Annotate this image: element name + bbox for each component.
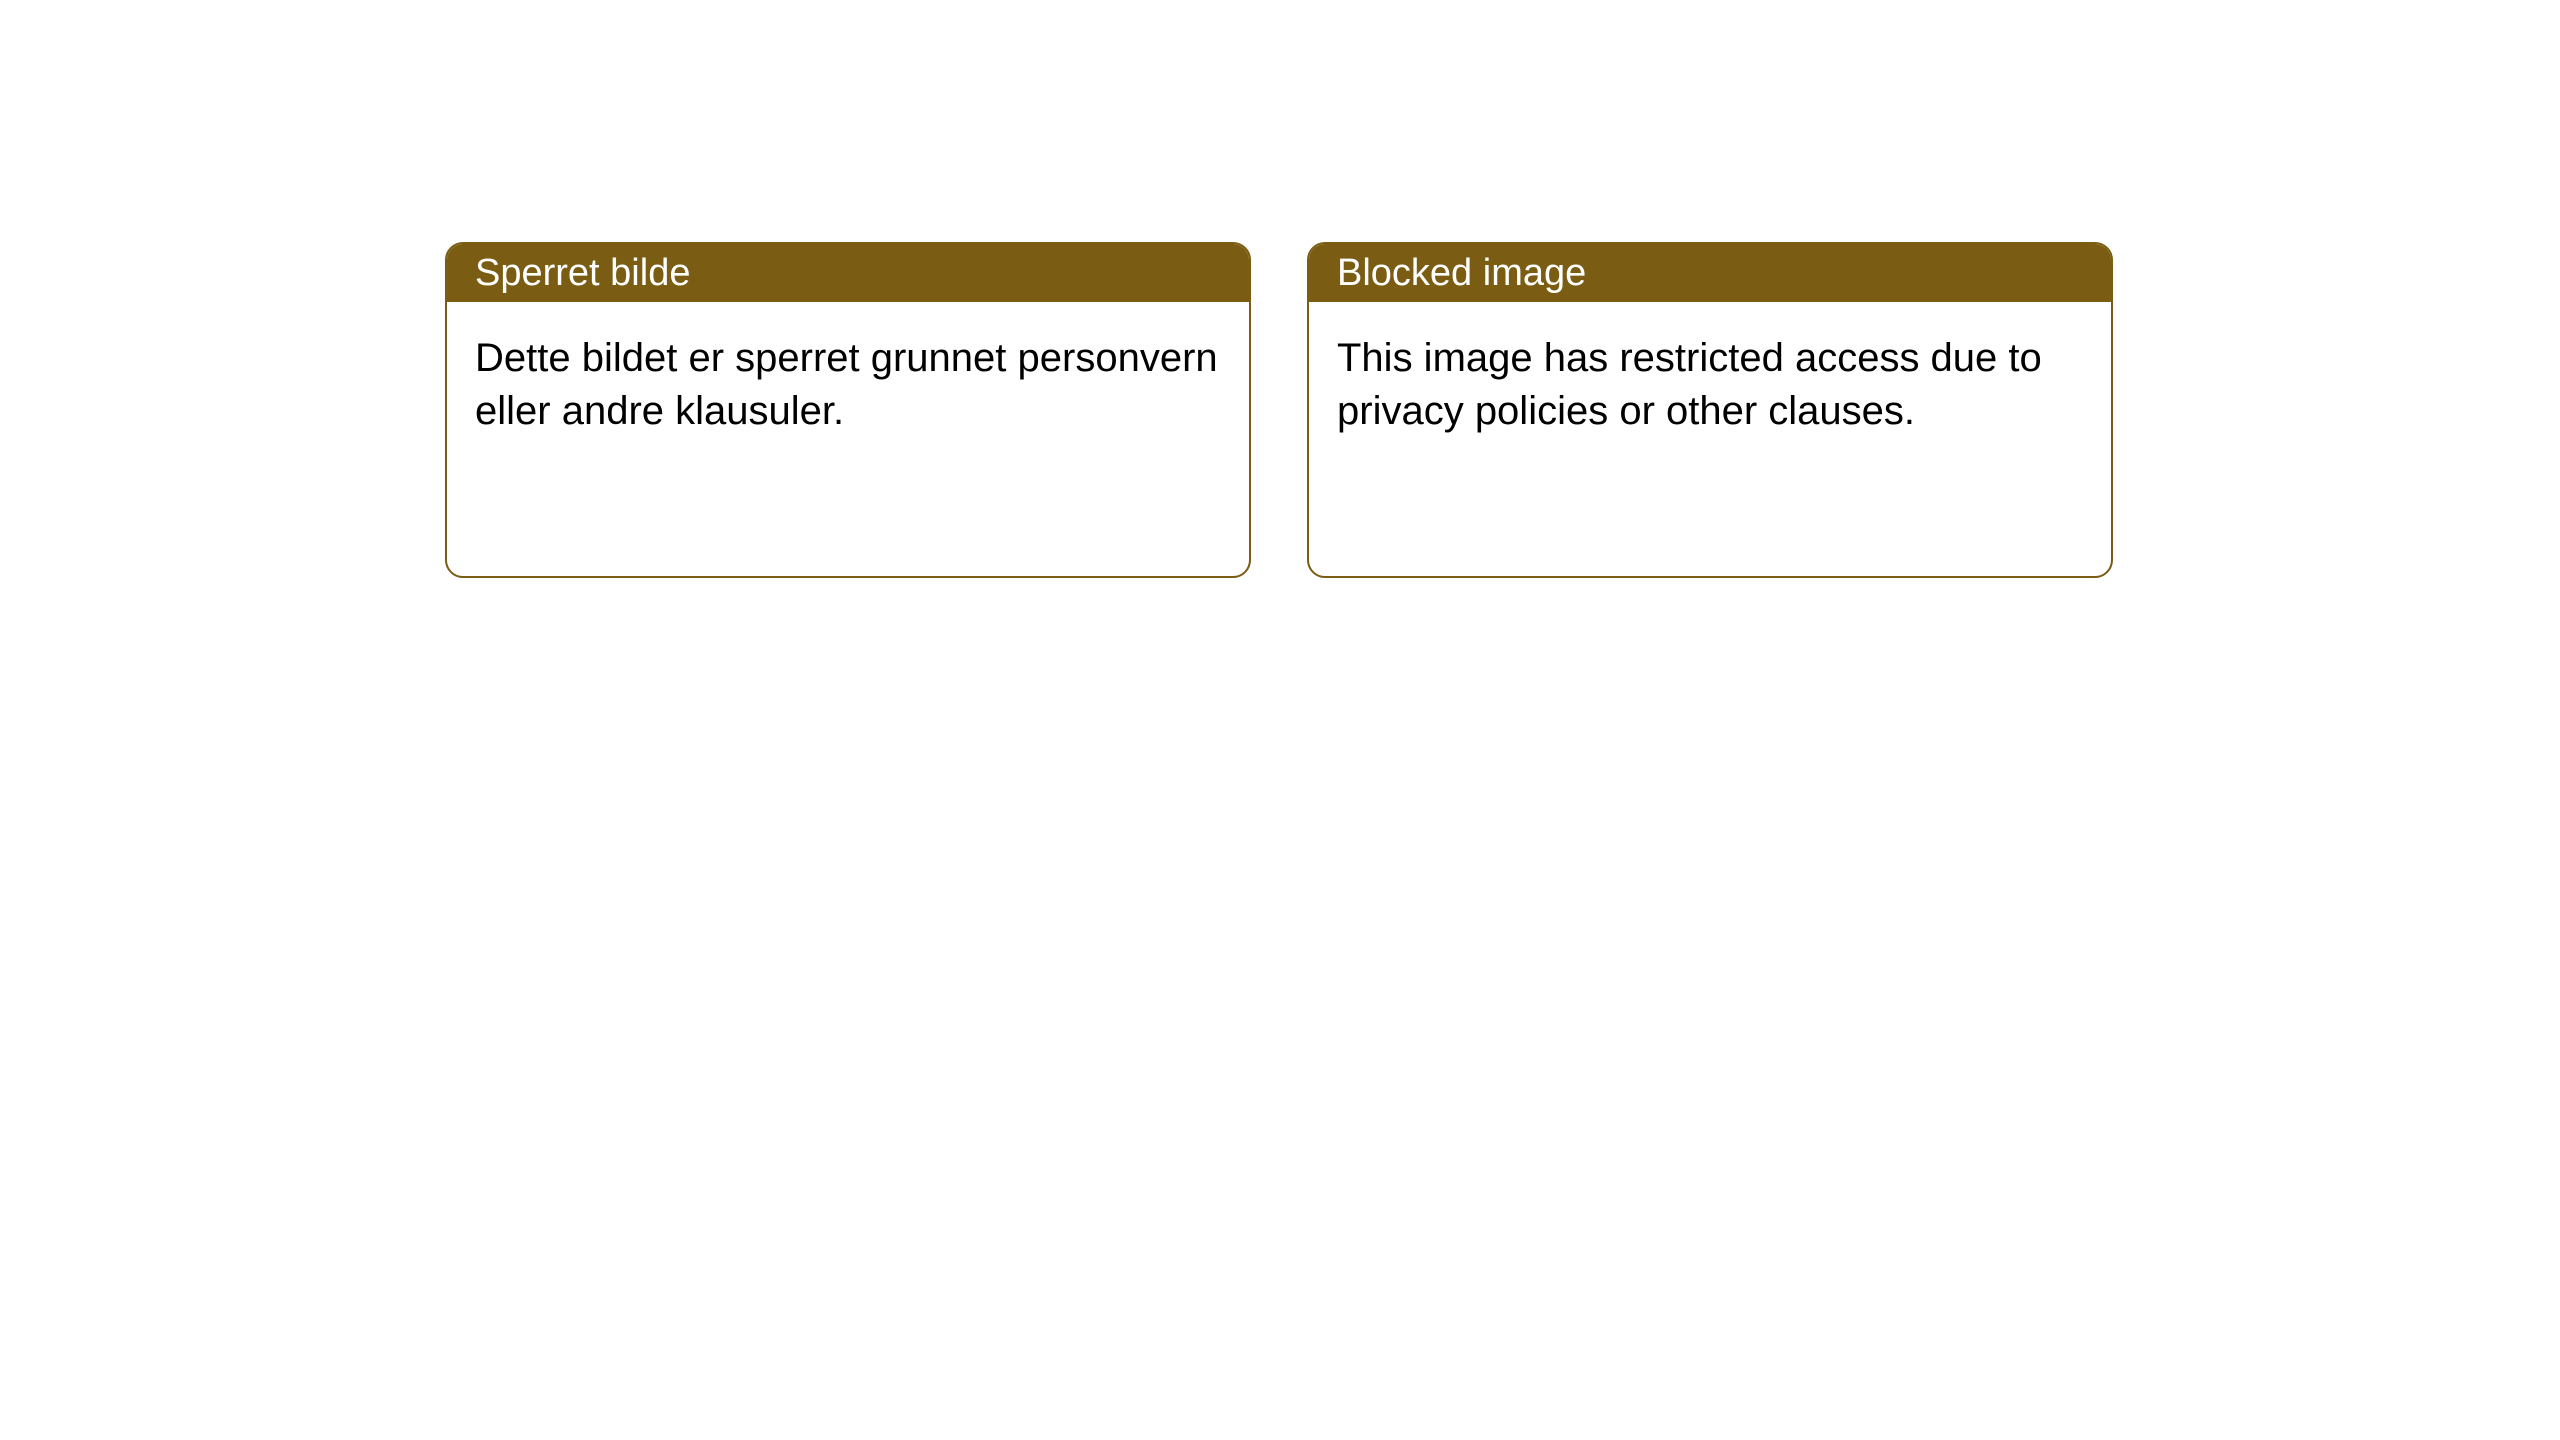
notice-card-english: Blocked image This image has restricted … [1307, 242, 2113, 578]
notice-body-english: This image has restricted access due to … [1309, 302, 2111, 468]
notice-container: Sperret bilde Dette bildet er sperret gr… [0, 0, 2560, 578]
notice-card-norwegian: Sperret bilde Dette bildet er sperret gr… [445, 242, 1251, 578]
notice-body-norwegian: Dette bildet er sperret grunnet personve… [447, 302, 1249, 468]
notice-title-norwegian: Sperret bilde [447, 244, 1249, 302]
notice-title-english: Blocked image [1309, 244, 2111, 302]
